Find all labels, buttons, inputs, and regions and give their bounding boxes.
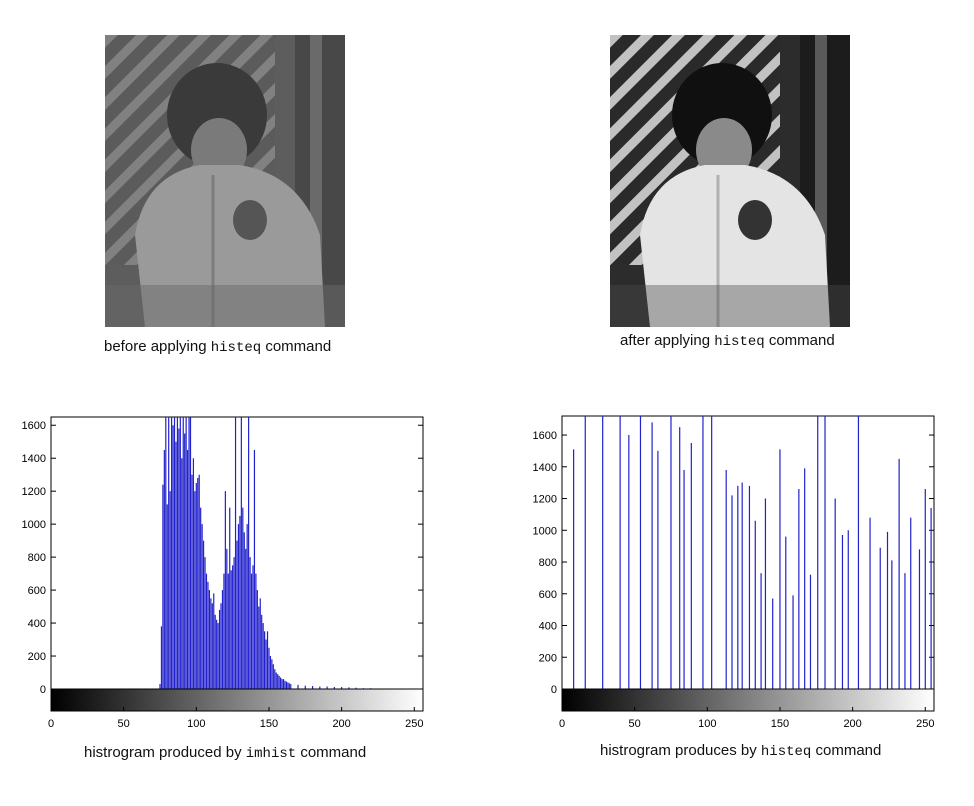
x-tick-label: 150: [771, 718, 789, 730]
caption-after-text: after applying: [620, 332, 715, 349]
y-tick-label: 1000: [533, 525, 557, 537]
y-tick-label: 1600: [533, 430, 557, 442]
y-tick-label: 1000: [22, 519, 46, 531]
y-tick-label: 1400: [533, 462, 557, 474]
y-tick-label: 0: [40, 684, 46, 696]
caption-before-suffix: command: [261, 338, 332, 355]
caption-hist-right-suffix: command: [811, 742, 882, 759]
x-tick-label: 50: [629, 718, 641, 730]
x-tick-label: 200: [332, 718, 350, 730]
y-tick-label: 0: [551, 684, 557, 696]
y-tick-label: 400: [539, 621, 557, 633]
child-photo-high-contrast: [610, 35, 850, 327]
plot-area: [561, 415, 935, 712]
caption-hist-left-suffix: command: [296, 744, 367, 761]
y-tick-label: 600: [539, 589, 557, 601]
imhist-histogram-chart: 0 200 400 600 800 1000 1200 1400 1600 0 50 100 150 20…: [22, 416, 424, 730]
caption-hist-left-command: imhist: [245, 746, 297, 762]
y-tick-label: 400: [28, 618, 46, 630]
caption-hist-right-command: histeq: [760, 744, 812, 760]
caption-after-command: histeq: [714, 334, 765, 350]
photo-after-histeq: [610, 35, 850, 327]
y-tick-label: 800: [539, 557, 557, 569]
x-tick-label: 250: [405, 718, 423, 730]
y-tick-label: 800: [28, 552, 46, 564]
caption-before-text: before applying: [104, 338, 211, 355]
caption-hist-left-text: histrogram produced by: [84, 744, 246, 761]
child-photo-low-contrast: [105, 35, 345, 327]
x-tick-label: 250: [916, 718, 934, 730]
x-tick-label: 0: [559, 718, 565, 730]
histeq-histogram-chart: 0 200 400 600 800 1000 1200 1400 1600 0 50 100 150 20…: [533, 415, 935, 730]
caption-after-suffix: command: [764, 332, 835, 349]
photo-before-histeq: [105, 35, 345, 327]
x-tick-label: 150: [260, 718, 278, 730]
x-tick-label: 0: [48, 718, 54, 730]
caption-hist-left: histrogram produced by imhist command: [84, 744, 366, 762]
caption-before-command: histeq: [210, 340, 262, 356]
grayscale-colorbar: [561, 688, 935, 712]
y-tick-label: 200: [539, 652, 557, 664]
y-tick-label: 1600: [22, 420, 46, 432]
x-tick-label: 50: [118, 718, 130, 730]
x-tick-label: 200: [843, 718, 861, 730]
caption-hist-right-text: histrogram produces by: [600, 742, 761, 759]
caption-after: after applying histeq command: [620, 332, 835, 350]
grayscale-colorbar: [50, 688, 424, 712]
x-tick-label: 100: [187, 718, 205, 730]
y-tick-label: 1400: [22, 453, 46, 465]
y-tick-label: 600: [28, 585, 46, 597]
x-tick-label: 100: [698, 718, 716, 730]
caption-hist-right: histrogram produces by histeq command: [600, 742, 881, 760]
y-tick-label: 200: [28, 651, 46, 663]
caption-before: before applying histeq command: [104, 338, 331, 356]
y-tick-label: 1200: [533, 494, 557, 506]
y-tick-label: 1200: [22, 486, 46, 498]
